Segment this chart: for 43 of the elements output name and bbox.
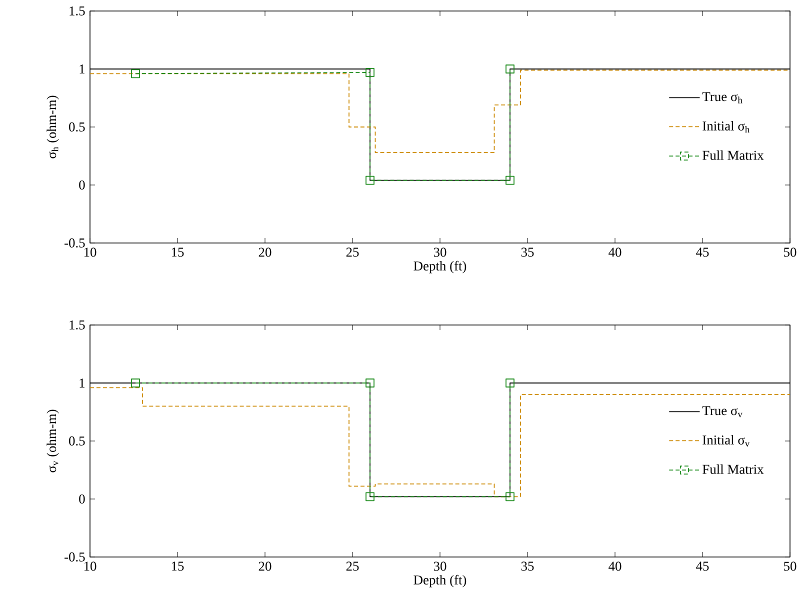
- x-tick-label: 15: [172, 248, 184, 257]
- y-tick-label: 0: [79, 180, 85, 190]
- legend-label: True σ$_{v}$: [702, 406, 742, 418]
- legend-label: Full Matrix: [702, 464, 764, 474]
- point: [366, 68, 374, 77]
- x-tick-label: 20: [258, 248, 272, 257]
- legend-label: Full Matrix: [702, 150, 764, 160]
- y-tick-label: 0.5: [69, 122, 85, 132]
- x-tick-label: 30: [434, 562, 446, 571]
- y-tick-label: 1.5: [70, 320, 85, 330]
- x-tick-label: 15: [172, 562, 184, 571]
- y-tick-label: 1: [80, 378, 85, 388]
- x-tick-label: 50: [784, 248, 796, 257]
- legend-label: Initial σ$_{h}$: [702, 121, 750, 133]
- x-tick-label: 40: [608, 562, 622, 571]
- y-tick-label: 1.5: [70, 6, 85, 16]
- x-tick-label: 45: [696, 248, 709, 257]
- x-tick-label: 35: [521, 248, 534, 257]
- legend-label: True σ$_{h}$: [702, 92, 742, 104]
- x-tick-label: 35: [521, 562, 534, 571]
- y-tick-label: -0.5: [64, 552, 85, 562]
- point: [366, 176, 374, 185]
- x-tick-label: 45: [696, 562, 709, 571]
- y-tick-label: 0: [79, 494, 85, 504]
- x-tick-label: 40: [608, 248, 622, 257]
- y-tick-label: 1: [80, 64, 85, 74]
- y-axis-title: σ$_{v}$ (ohm-m): [46, 410, 59, 472]
- x-tick-label: 20: [258, 562, 272, 571]
- x-tick-label: 25: [346, 248, 359, 257]
- x-tick-label: 25: [346, 562, 359, 571]
- x-tick-label: 30: [434, 248, 446, 257]
- point: [131, 69, 140, 78]
- x-axis-title: Depth (ft): [414, 574, 466, 588]
- y-tick-label: 0.5: [69, 436, 85, 446]
- point: [506, 64, 514, 74]
- legend-label: Initial σ$_{v}$: [702, 435, 750, 447]
- x-tick-label: 10: [84, 562, 96, 571]
- x-tick-label: 10: [84, 248, 96, 257]
- x-tick-label: 50: [784, 562, 796, 571]
- y-axis-title: σ$_{h}$ (ohm-m): [46, 96, 59, 158]
- x-axis-title: Depth (ft): [414, 260, 466, 274]
- y-tick-label: -0.5: [64, 238, 85, 248]
- point: [506, 176, 514, 185]
